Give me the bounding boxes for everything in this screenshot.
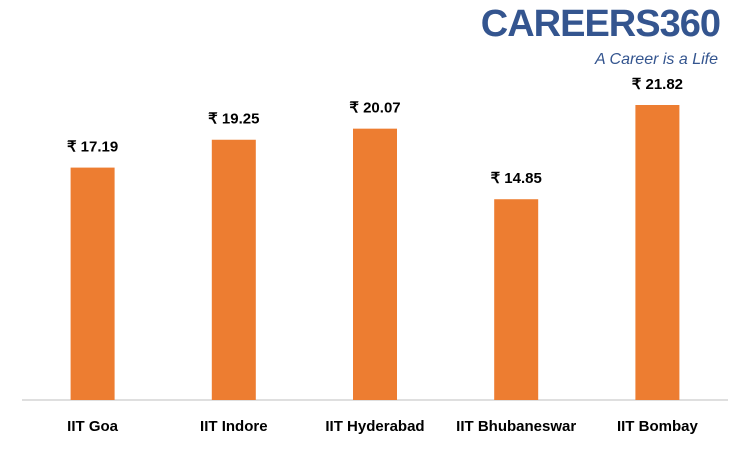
brand-tagline: A Career is a Life bbox=[594, 51, 718, 68]
x-tick-label: IIT Indore bbox=[200, 418, 268, 435]
value-label: ₹ 14.85 bbox=[491, 170, 542, 187]
bar bbox=[494, 199, 539, 400]
x-tick-label: IIT Goa bbox=[67, 418, 118, 435]
value-label: ₹ 19.25 bbox=[208, 111, 259, 128]
bar bbox=[353, 128, 397, 400]
value-label: ₹ 17.19 bbox=[67, 139, 118, 156]
bar bbox=[635, 105, 680, 400]
x-tick-label: IIT Bhubaneswar bbox=[456, 418, 576, 435]
value-label: ₹ 21.82 bbox=[632, 76, 683, 93]
brand-logo: CAREERS360 bbox=[481, 3, 720, 45]
x-tick-label: IIT Bombay bbox=[617, 418, 699, 435]
bar bbox=[70, 167, 115, 400]
value-label: ₹ 20.07 bbox=[349, 100, 400, 117]
bar bbox=[211, 139, 256, 400]
x-tick-label: IIT Hyderabad bbox=[325, 418, 424, 435]
